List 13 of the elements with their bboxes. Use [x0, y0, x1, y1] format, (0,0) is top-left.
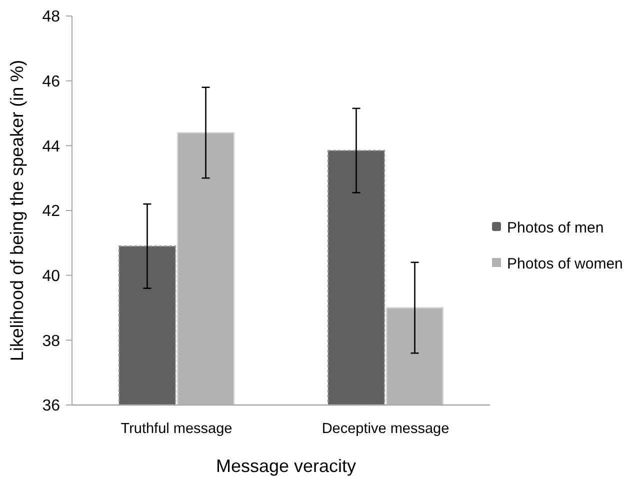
- legend-label: Photos of women: [507, 255, 623, 272]
- legend-label: Photos of men: [507, 219, 604, 236]
- x-tick-label: Truthful message: [120, 421, 232, 437]
- y-tick-label: 40: [42, 268, 60, 285]
- x-tick-label: Deceptive message: [322, 421, 450, 437]
- y-tick-label: 44: [42, 138, 60, 156]
- y-tick-label: 36: [42, 398, 60, 415]
- y-tick-label: 42: [42, 203, 60, 220]
- y-axis-title: Likelihood of being the speaker (in %): [7, 60, 27, 362]
- y-tick-label: 48: [42, 8, 60, 26]
- y-tick-label: 46: [42, 73, 60, 90]
- y-tick-label: 38: [42, 332, 60, 350]
- x-axis-title: Message veracity: [216, 456, 356, 476]
